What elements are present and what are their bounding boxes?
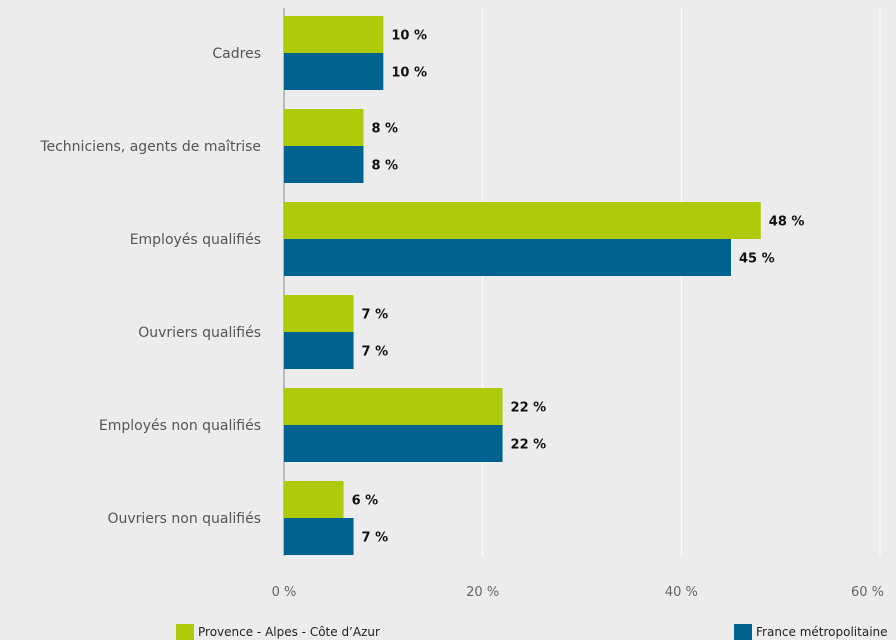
bar-france bbox=[284, 146, 364, 183]
x-axis-ticks: 0 % 20 % 40 % 60 % bbox=[272, 585, 884, 600]
value-label: 6 % bbox=[352, 494, 379, 509]
category-labels: Cadres Techniciens, agents de maîtrise Emp… bbox=[39, 46, 261, 527]
bar-france bbox=[284, 332, 354, 369]
bar-paca bbox=[284, 481, 344, 518]
bar-france bbox=[284, 425, 503, 462]
category-label: Employés non qualifiés bbox=[99, 418, 261, 434]
value-label: 45 % bbox=[739, 252, 775, 267]
bar-paca bbox=[284, 16, 384, 53]
category-label: Techniciens, agents de maîtrise bbox=[39, 139, 261, 155]
legend-swatch-paca bbox=[176, 624, 194, 640]
bar-paca bbox=[284, 109, 364, 146]
category-label: Cadres bbox=[212, 46, 261, 62]
legend-label-france: France métropolitaine bbox=[756, 625, 888, 639]
value-label: 48 % bbox=[769, 215, 805, 230]
bar-france bbox=[284, 518, 354, 555]
bar-france bbox=[284, 239, 731, 276]
value-label: 8 % bbox=[371, 122, 398, 137]
bar-chart: Cadres Techniciens, agents de maîtrise Emp… bbox=[39, 8, 884, 600]
value-label: 7 % bbox=[362, 345, 389, 360]
value-label: 22 % bbox=[511, 438, 547, 453]
value-label: 7 % bbox=[362, 531, 389, 546]
x-tick-label: 60 % bbox=[851, 585, 884, 600]
bar-paca bbox=[284, 388, 503, 425]
value-labels: 10 % 10 % 8 % 8 % 48 % 45 % 7 % 7 % 22 % 22 % 6 % 7… bbox=[352, 29, 805, 546]
bars bbox=[284, 16, 761, 555]
value-label: 8 % bbox=[371, 159, 398, 174]
legend-item-france: France métropolitaine bbox=[734, 624, 888, 640]
legend-swatch-france bbox=[734, 624, 752, 640]
value-label: 7 % bbox=[362, 308, 389, 323]
x-tick-label: 0 % bbox=[272, 585, 297, 600]
bar-france bbox=[284, 53, 384, 90]
grid-lines bbox=[283, 8, 881, 556]
bar-paca bbox=[284, 295, 354, 332]
value-label: 10 % bbox=[391, 66, 427, 81]
x-tick-label: 40 % bbox=[665, 585, 698, 600]
x-tick-label: 20 % bbox=[466, 585, 499, 600]
category-label: Ouvriers qualifiés bbox=[138, 325, 261, 341]
category-label: Ouvriers non qualifiés bbox=[107, 511, 261, 527]
value-label: 10 % bbox=[391, 29, 427, 44]
value-label: 22 % bbox=[511, 401, 547, 416]
bar-paca bbox=[284, 202, 761, 239]
category-label: Employés qualifiés bbox=[130, 232, 261, 248]
legend-label-paca: Provence - Alpes - Côte d’Azur bbox=[198, 625, 380, 639]
legend-item-paca: Provence - Alpes - Côte d’Azur bbox=[176, 624, 380, 640]
